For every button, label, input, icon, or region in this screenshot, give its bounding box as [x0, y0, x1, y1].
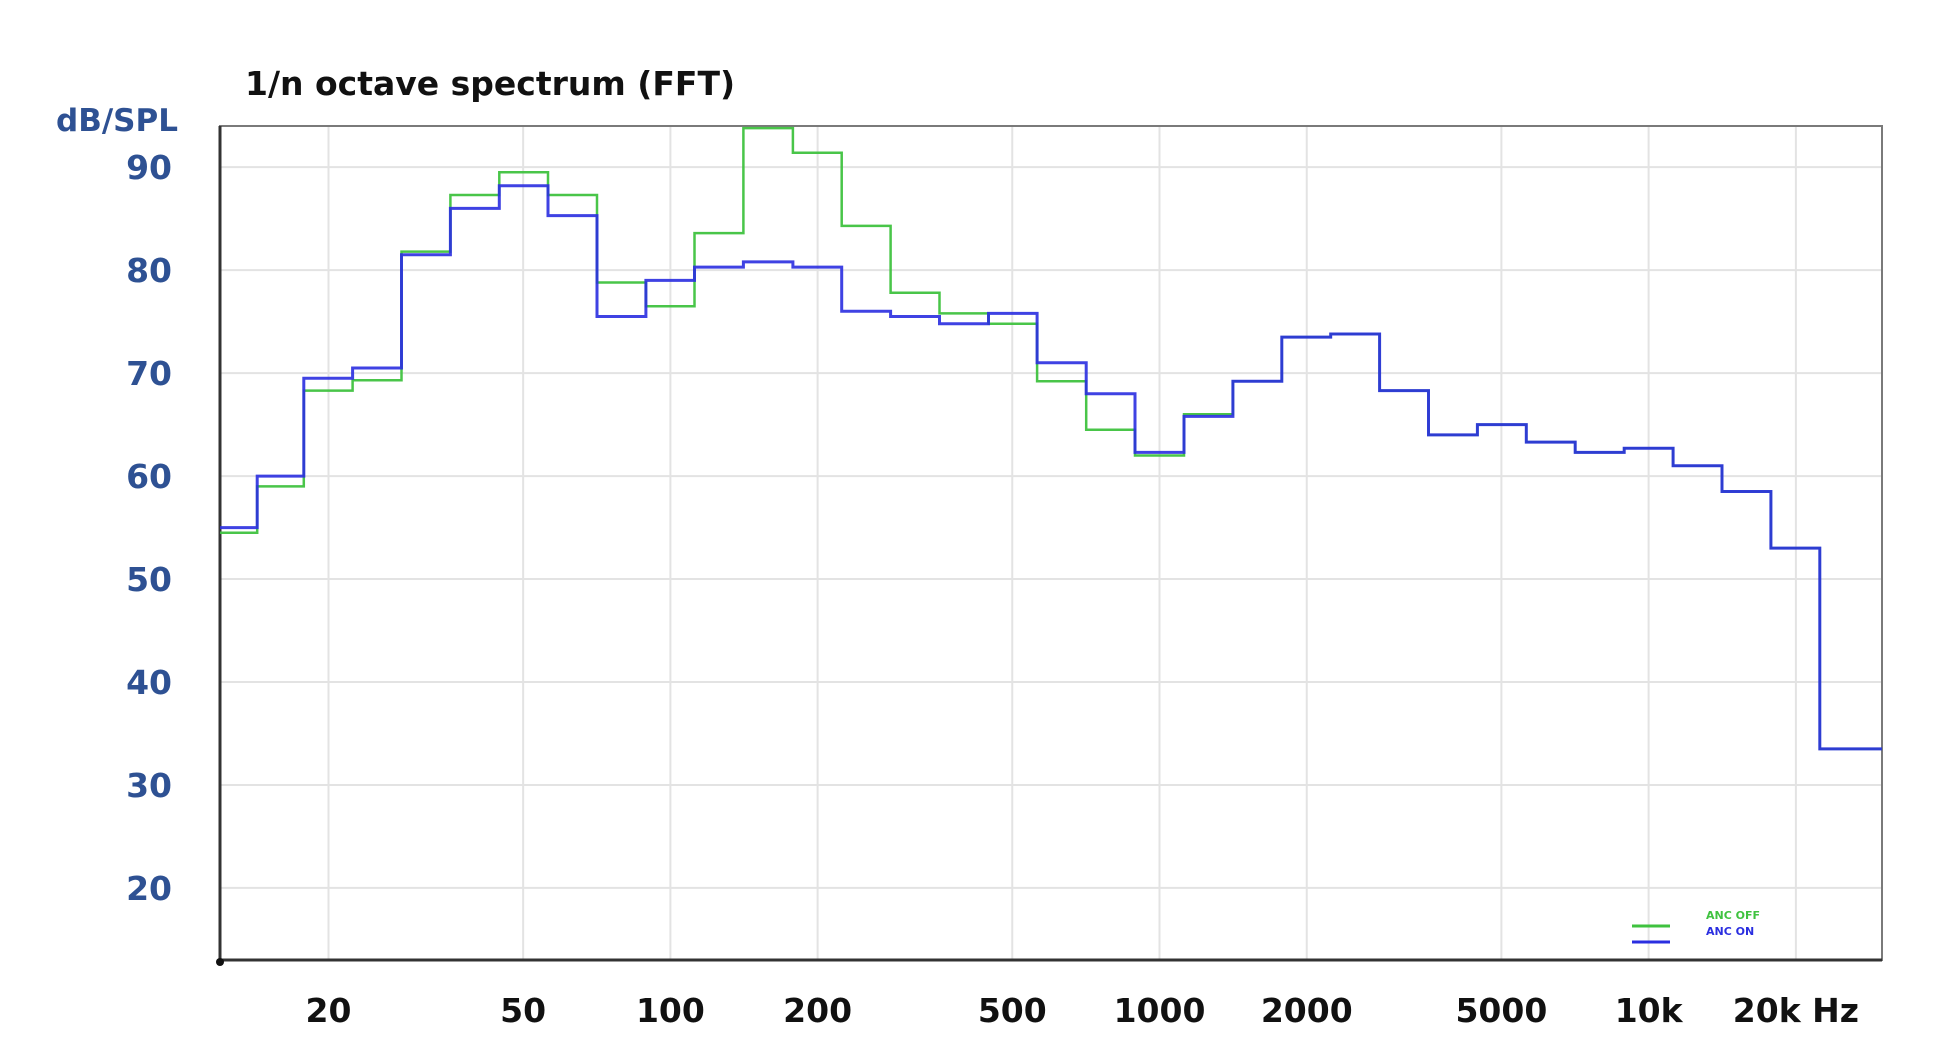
- series-line-anc-on: [220, 184, 1882, 751]
- y-tick-label: 30: [126, 766, 172, 805]
- plot-border: [219, 125, 1883, 961]
- y-axis-label: dB/SPL: [56, 103, 178, 139]
- x-tick-label: 20k Hz: [1733, 991, 1859, 1030]
- y-tick-label: 40: [126, 663, 172, 702]
- chart-title: 1/n octave spectrum (FFT): [245, 64, 735, 103]
- grid-lines: [220, 126, 1882, 960]
- series-line-anc-off: [220, 126, 1882, 751]
- legend-label: ANC OFF: [1706, 909, 1760, 922]
- x-tick-label: 5000: [1455, 991, 1547, 1030]
- x-tick-label: 100: [636, 991, 705, 1030]
- x-tick-labels: 20 50 100 200 500 1000 2000 5000 10k 20k Hz: [306, 991, 1859, 1030]
- x-tick-label: 500: [978, 991, 1047, 1030]
- y-tick-label: 60: [126, 457, 172, 496]
- y-tick-label: 90: [126, 148, 172, 187]
- x-tick-label: 20: [306, 991, 352, 1030]
- plot-frame: [216, 125, 1883, 966]
- x-tick-label: 50: [500, 991, 546, 1030]
- y-tick-label: 20: [126, 869, 172, 908]
- y-tick-label: 50: [126, 560, 172, 599]
- axis-origin-dot: [216, 958, 224, 966]
- legend: ANC OFF ANC ON: [1632, 909, 1760, 944]
- x-tick-label: 10k: [1615, 991, 1684, 1030]
- y-tick-label: 80: [126, 251, 172, 290]
- y-tick-label: 70: [126, 354, 172, 393]
- x-tick-label: 1000: [1114, 991, 1206, 1030]
- series-lines: [220, 126, 1882, 751]
- legend-label: ANC ON: [1706, 925, 1754, 938]
- y-tick-labels: 20 30 40 50 60 70 80 90: [126, 148, 172, 908]
- x-tick-label: 200: [783, 991, 852, 1030]
- x-tick-label: 2000: [1261, 991, 1353, 1030]
